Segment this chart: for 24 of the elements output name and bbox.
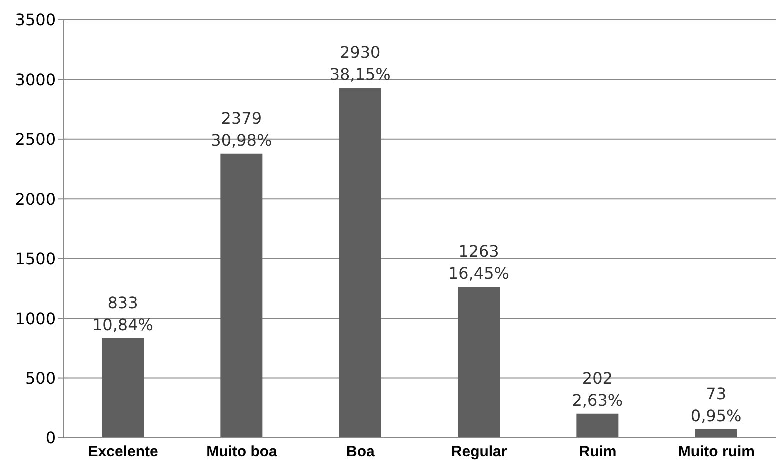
x-tick-label: Regular: [451, 444, 508, 461]
y-tick-label: 0: [46, 428, 56, 448]
x-tick-label: Ruim: [579, 444, 617, 461]
bar: [576, 414, 619, 438]
y-tick-label: 500: [25, 368, 56, 388]
y-tick-label: 2500: [15, 130, 56, 150]
x-tick-label: Muito boa: [206, 444, 278, 461]
y-tick-label: 2000: [15, 190, 56, 209]
bar: [220, 154, 263, 438]
y-tick-label: 1000: [15, 309, 56, 328]
x-tick-label: Muito ruim: [678, 444, 755, 461]
y-tick-label: 3000: [15, 70, 56, 90]
y-tick-label: 1500: [15, 250, 56, 269]
data-label: 2930 38,15%: [330, 43, 391, 84]
bar: [102, 338, 144, 438]
x-tick-label: Excelente: [88, 444, 158, 461]
bar: [339, 88, 382, 438]
data-label: 73 0,95%: [690, 384, 742, 426]
bar: [695, 429, 738, 438]
y-tick-label: 3500: [15, 10, 56, 30]
x-tick-label: Boa: [346, 444, 376, 461]
data-label: 833 10,84%: [92, 294, 154, 335]
bar: [458, 287, 500, 438]
data-label: 1263 16,45%: [448, 242, 510, 284]
